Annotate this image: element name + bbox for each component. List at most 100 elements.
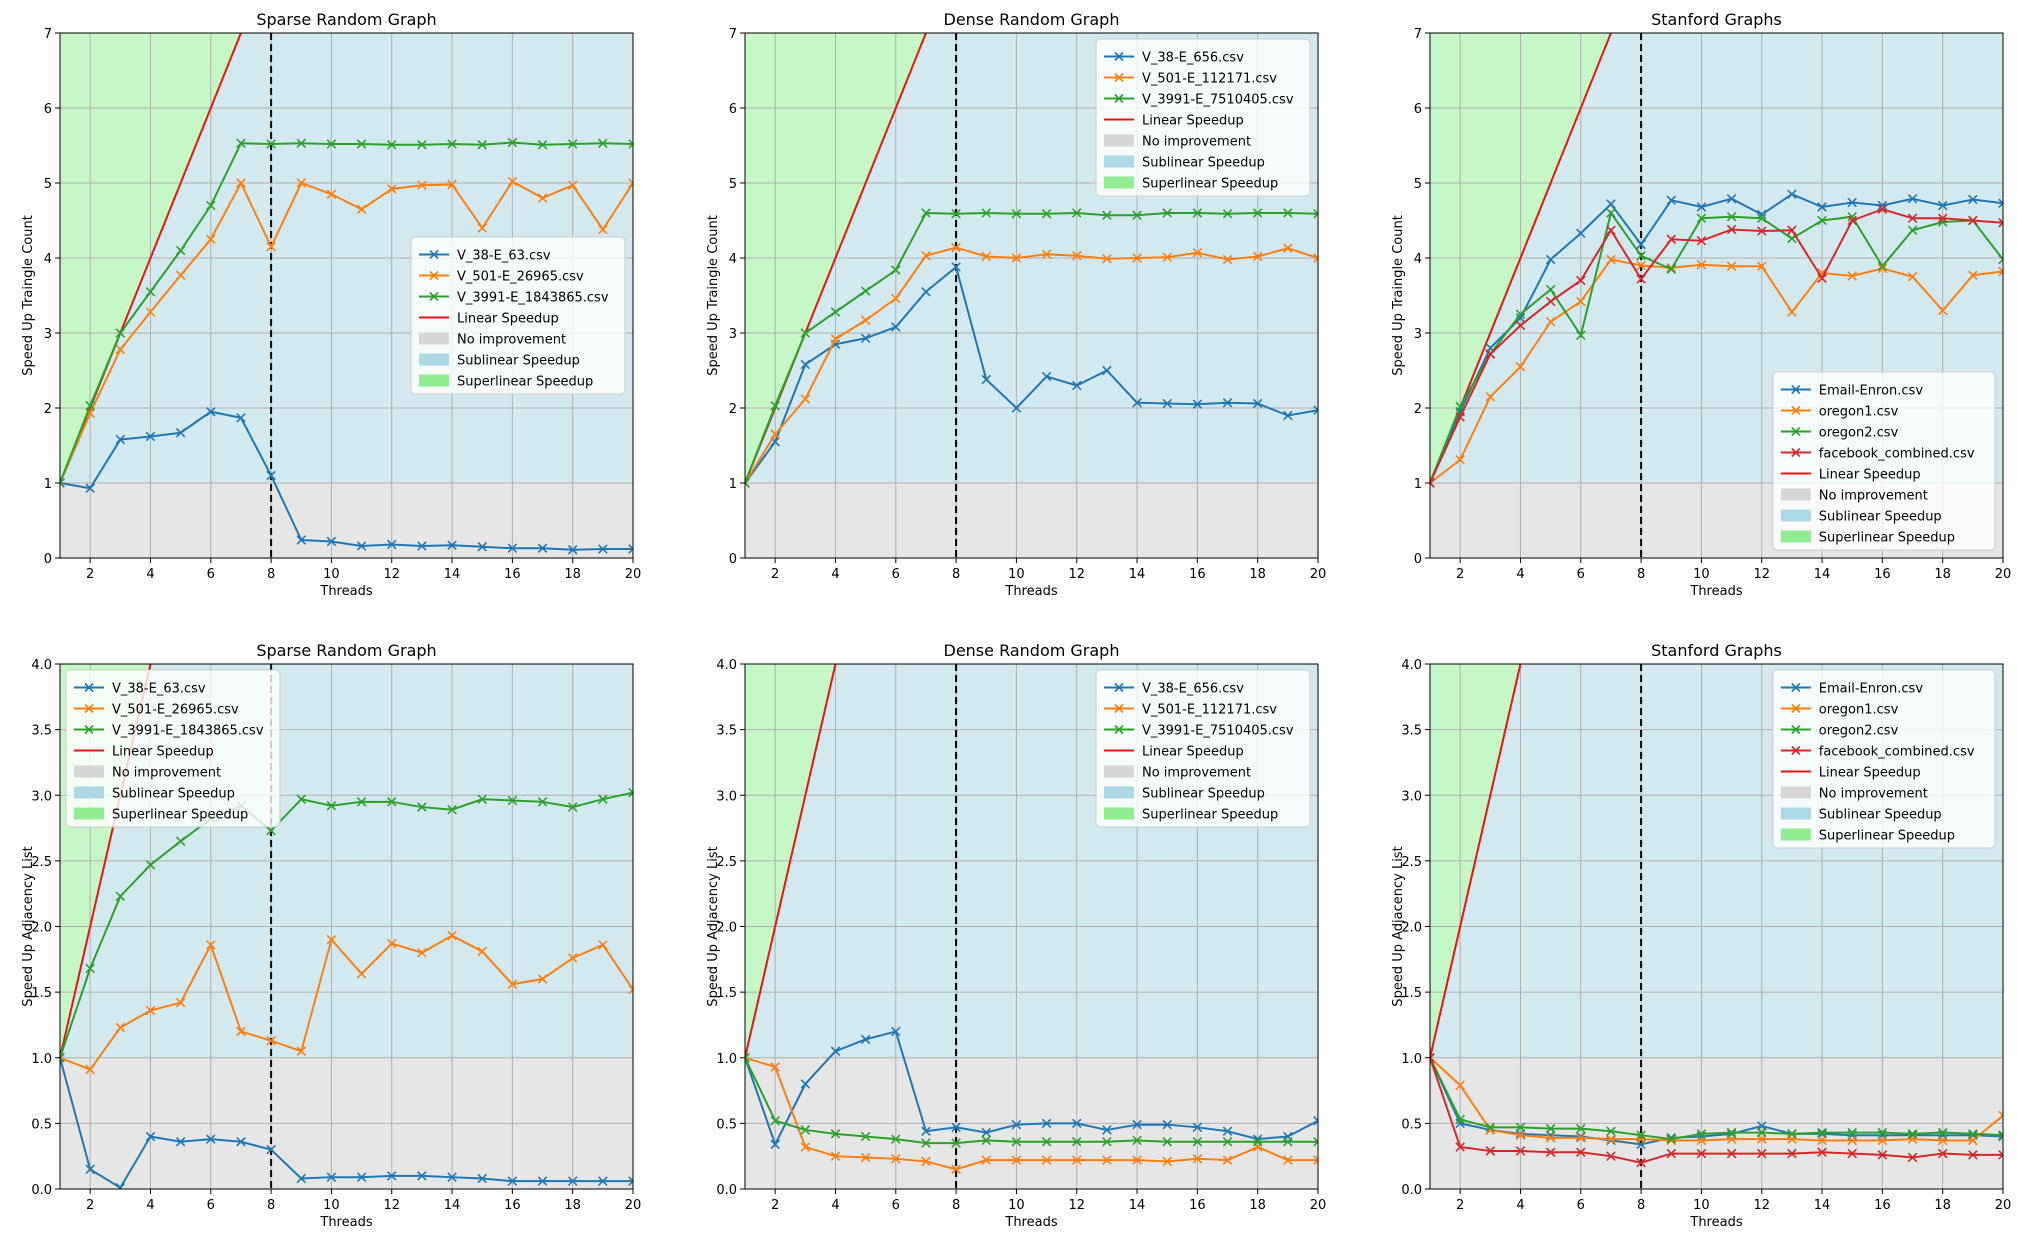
data-point bbox=[860, 1034, 871, 1045]
legend: V_38-E_656.csv V_501-E_112171.csv V_3991-E… bbox=[1095, 669, 1311, 828]
data-point bbox=[1041, 208, 1052, 219]
data-point bbox=[770, 1115, 780, 1126]
legend-label: V_501-E_26965.csv bbox=[457, 270, 584, 285]
data-point bbox=[567, 180, 578, 191]
data-point bbox=[800, 1125, 811, 1135]
x-tick-label: 12 bbox=[383, 567, 400, 582]
legend-marker bbox=[1114, 51, 1124, 62]
data-point bbox=[1545, 1123, 1556, 1134]
legend-swatch bbox=[1780, 807, 1811, 820]
data-point bbox=[115, 344, 126, 355]
data-point bbox=[1576, 1123, 1586, 1134]
series-line bbox=[1430, 258, 2003, 484]
data-point bbox=[598, 1176, 608, 1186]
data-point bbox=[921, 208, 931, 218]
data-point bbox=[296, 535, 307, 545]
legend-label: V_501-E_112171.csv bbox=[1142, 72, 1277, 87]
data-point bbox=[800, 328, 811, 338]
legend-swatch bbox=[419, 353, 449, 366]
data-point bbox=[628, 544, 633, 554]
y-tick-label: 3.5 bbox=[1401, 724, 1422, 739]
chart-title: Sparse Random Graph bbox=[256, 10, 436, 29]
data-point bbox=[567, 1176, 578, 1186]
data-point bbox=[1313, 1136, 1318, 1147]
legend-marker bbox=[84, 724, 94, 735]
y-tick-label: 3.5 bbox=[716, 724, 737, 739]
y-tick-label: 0 bbox=[1414, 552, 1422, 567]
data-point bbox=[628, 984, 633, 995]
data-point bbox=[266, 241, 276, 252]
legend-marker bbox=[1791, 724, 1801, 735]
x-tick-label: 10 bbox=[1008, 567, 1025, 582]
legend-label: Superlinear Speedup bbox=[1819, 829, 1955, 844]
x-tick-label: 6 bbox=[207, 567, 215, 582]
legend-swatch bbox=[1780, 828, 1811, 841]
series-line bbox=[745, 211, 1318, 484]
data-point bbox=[1968, 1129, 1978, 1139]
data-point bbox=[326, 536, 337, 547]
plot-area bbox=[1430, 664, 2003, 1189]
series-1 bbox=[60, 1052, 633, 1189]
data-point bbox=[1576, 228, 1586, 239]
data-point bbox=[1313, 405, 1318, 416]
x-tick-label: 6 bbox=[1577, 1198, 1585, 1213]
data-point bbox=[1576, 1131, 1586, 1142]
y-tick-label: 0.0 bbox=[716, 1183, 737, 1198]
legend-label: Linear Speedup bbox=[457, 312, 559, 327]
x-tick-label: 4 bbox=[146, 1198, 154, 1213]
x-tick-label: 16 bbox=[1874, 1198, 1891, 1213]
y-tick-label: 2.0 bbox=[716, 921, 737, 936]
data-point bbox=[800, 1142, 811, 1152]
series-line bbox=[1430, 1057, 2003, 1164]
data-point bbox=[537, 543, 548, 554]
data-point bbox=[951, 1138, 961, 1148]
data-point bbox=[507, 137, 518, 148]
legend-marker bbox=[1114, 703, 1124, 714]
data-point bbox=[236, 138, 246, 149]
data-point bbox=[628, 787, 633, 798]
data-point bbox=[507, 543, 518, 554]
chart-title: Dense Random Graph bbox=[944, 10, 1120, 29]
data-point bbox=[1576, 330, 1586, 341]
legend-swatch bbox=[1780, 786, 1811, 799]
legend-label: Superlinear Speedup bbox=[1142, 808, 1278, 823]
legend-swatch bbox=[1104, 786, 1134, 799]
data-point bbox=[1011, 1155, 1022, 1165]
data-point bbox=[1192, 1154, 1203, 1164]
data-point bbox=[1545, 1147, 1556, 1158]
data-point bbox=[266, 825, 276, 836]
data-point bbox=[1576, 1133, 1586, 1143]
data-point bbox=[1968, 1150, 1978, 1160]
data-point bbox=[1847, 197, 1857, 208]
subplot-4: 2 4 6 8 10 12 14 16 18 20 0.0 0.5 1.0 1.5 2.0 2.5 3.0 3.5… bbox=[21, 641, 641, 1230]
data-point bbox=[830, 1129, 841, 1139]
data-point bbox=[1606, 1134, 1616, 1144]
legend-label: oregon2.csv bbox=[1819, 724, 1899, 739]
series-line bbox=[1430, 1057, 2003, 1142]
data-point bbox=[567, 802, 578, 812]
data-point bbox=[1041, 1136, 1052, 1147]
y-tick-label: 3.0 bbox=[31, 789, 52, 804]
y-tick-label: 3 bbox=[1414, 327, 1422, 342]
data-point bbox=[1222, 1155, 1233, 1165]
data-point bbox=[1937, 1135, 1948, 1146]
legend-marker bbox=[1114, 72, 1124, 83]
data-point bbox=[1636, 1157, 1646, 1168]
legend-swatch bbox=[419, 374, 449, 387]
data-point bbox=[1102, 1155, 1112, 1165]
data-point bbox=[1817, 273, 1827, 284]
x-tick-label: 16 bbox=[1189, 1198, 1206, 1213]
data-point bbox=[1968, 270, 1978, 281]
data-point bbox=[1666, 264, 1677, 275]
x-tick-label: 14 bbox=[1814, 567, 1831, 582]
legend-label: No improvement bbox=[112, 766, 221, 781]
data-point bbox=[1726, 1148, 1737, 1159]
data-point bbox=[1817, 202, 1827, 212]
data-point bbox=[1485, 391, 1496, 402]
data-point bbox=[115, 1182, 126, 1189]
data-point bbox=[1756, 1148, 1767, 1159]
y-tick-label: 2.0 bbox=[31, 921, 52, 936]
legend-swatch bbox=[74, 786, 104, 799]
legend-label: oregon2.csv bbox=[1819, 426, 1899, 441]
data-point bbox=[1313, 208, 1318, 219]
